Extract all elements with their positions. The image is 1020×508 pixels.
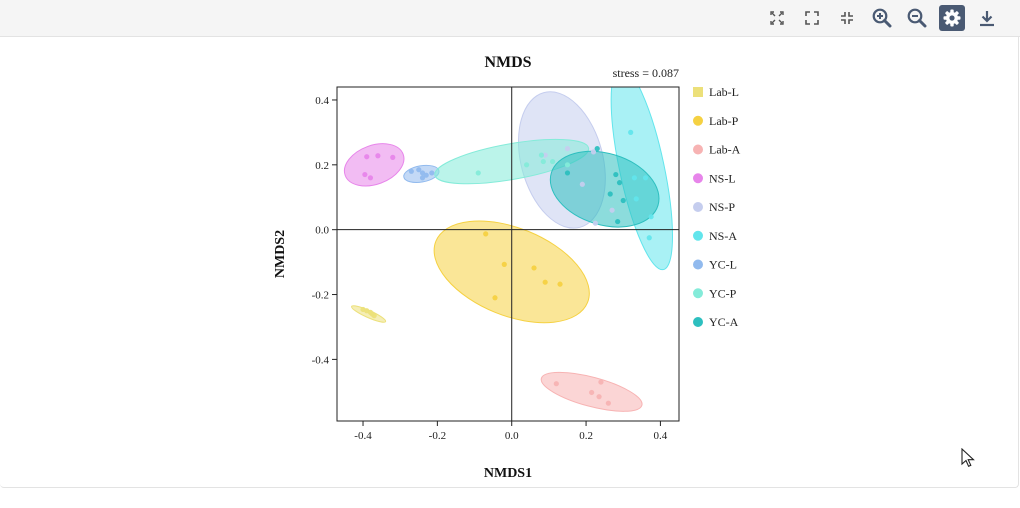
data-point [542, 152, 548, 158]
data-point [620, 197, 626, 204]
chart-title: NMDS [484, 54, 531, 71]
zoom-in-icon[interactable] [869, 5, 895, 31]
legend-label: YC-P [709, 286, 737, 300]
data-point [501, 261, 507, 267]
data-point [616, 180, 623, 186]
data-point [564, 170, 571, 176]
x-tick-label: 0.2 [579, 430, 593, 442]
plot-area [337, 87, 679, 421]
data-point [523, 162, 530, 168]
data-point [564, 162, 571, 168]
data-point [423, 172, 429, 178]
data-point [628, 129, 634, 135]
x-tick-label: -0.2 [429, 430, 446, 442]
toolbar [0, 0, 1020, 37]
data-point [631, 175, 637, 181]
fit-to-view-icon[interactable] [764, 5, 790, 31]
x-tick-label: -0.4 [354, 430, 372, 442]
legend-label: Lab-A [709, 143, 741, 157]
data-point [596, 394, 602, 400]
mouse-cursor-icon [961, 447, 975, 473]
y-tick-label: -0.2 [312, 290, 329, 302]
legend-label: NS-A [709, 229, 737, 243]
legend-label: NS-L [709, 171, 736, 185]
legend-marker [693, 230, 703, 241]
data-point [550, 158, 556, 165]
data-point [483, 231, 489, 237]
zoom-out-icon[interactable] [904, 5, 930, 31]
y-tick-label: 0.4 [315, 95, 329, 107]
legend-label: YC-A [709, 315, 739, 329]
confidence-ellipse [343, 143, 405, 187]
data-point [531, 265, 537, 271]
data-point [594, 146, 600, 152]
data-point [390, 154, 396, 160]
legend-marker [693, 317, 703, 327]
data-point [371, 313, 377, 319]
data-point [648, 214, 654, 220]
fullscreen-icon[interactable] [799, 5, 825, 31]
data-point [646, 235, 652, 241]
data-point [419, 170, 426, 176]
data-point [416, 167, 422, 173]
x-tick-label: 0.4 [654, 430, 668, 442]
data-point [615, 218, 621, 225]
data-point [375, 153, 381, 159]
legend-marker [693, 115, 703, 126]
legend-label: Lab-L [709, 85, 739, 99]
data-point [540, 158, 546, 165]
data-point [589, 389, 595, 396]
data-point [598, 379, 604, 385]
data-point [564, 146, 571, 152]
stress-annotation: stress = 0.087 [613, 66, 679, 80]
legend-label: YC-L [709, 258, 737, 272]
x-axis-label: NMDS1 [484, 466, 532, 481]
data-point [362, 171, 368, 178]
data-point [590, 149, 597, 155]
data-point [633, 196, 639, 202]
data-point [408, 168, 414, 174]
legend-label: NS-P [709, 200, 735, 214]
data-point [367, 175, 374, 181]
plot-frame [336, 86, 680, 422]
legend-marker [693, 202, 703, 212]
y-tick-label: 0.0 [315, 225, 329, 237]
y-axis-label: NMDS2 [273, 230, 288, 278]
legend-marker [693, 173, 703, 184]
legend-marker [693, 259, 703, 270]
data-point [579, 181, 585, 187]
legend-marker [693, 144, 703, 155]
legend-marker [693, 87, 703, 97]
y-tick-label: 0.2 [315, 160, 329, 172]
data-point [607, 191, 613, 197]
data-point [492, 295, 498, 301]
data-point [642, 175, 649, 181]
x-tick-label: 0.0 [505, 430, 519, 442]
data-point [538, 152, 545, 158]
data-point [364, 154, 370, 160]
data-point [592, 220, 598, 226]
legend-label: Lab-P [709, 114, 739, 128]
legend-marker [693, 288, 703, 299]
data-point [609, 207, 615, 213]
y-tick-label: -0.4 [312, 354, 330, 366]
data-point [475, 170, 481, 176]
data-point [605, 400, 611, 406]
data-point [613, 171, 619, 178]
legend: Lab-L Lab-P Lab-A NS-L NS-P NS-A YC-L YC-P YC-A [693, 85, 741, 329]
data-point [553, 381, 559, 387]
data-point [429, 170, 435, 176]
data-point [419, 175, 426, 181]
download-icon[interactable] [974, 5, 1000, 31]
data-point [557, 281, 563, 287]
exit-fullscreen-icon[interactable] [834, 5, 860, 31]
data-point [542, 279, 548, 285]
settings-icon[interactable] [939, 5, 965, 31]
